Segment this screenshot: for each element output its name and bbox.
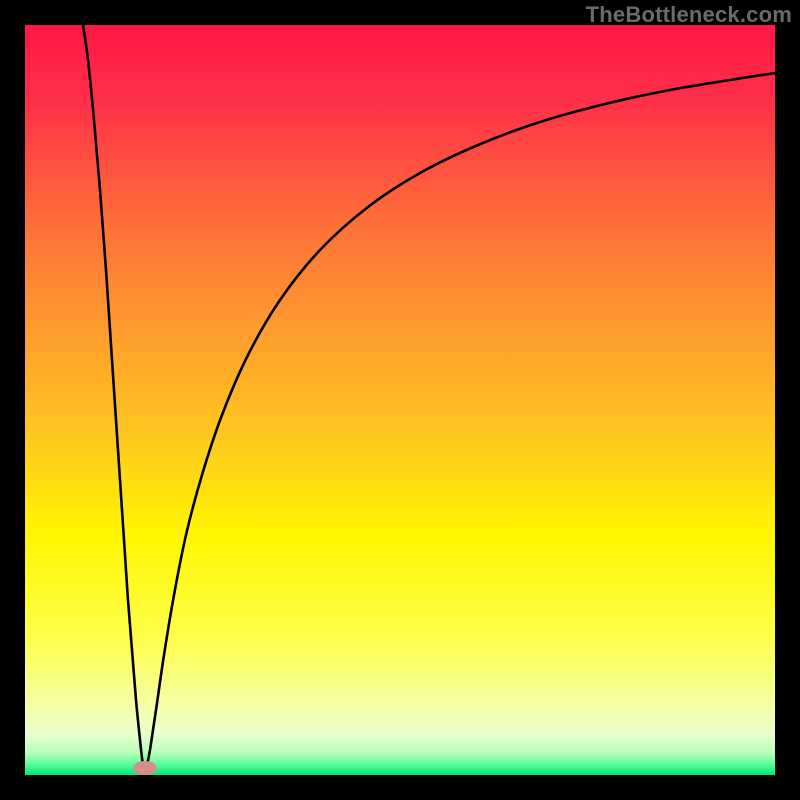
bottleneck-chart xyxy=(0,0,800,800)
chart-stage: TheBottleneck.com xyxy=(0,0,800,800)
bottleneck-marker xyxy=(133,761,157,775)
chart-background xyxy=(25,25,775,775)
